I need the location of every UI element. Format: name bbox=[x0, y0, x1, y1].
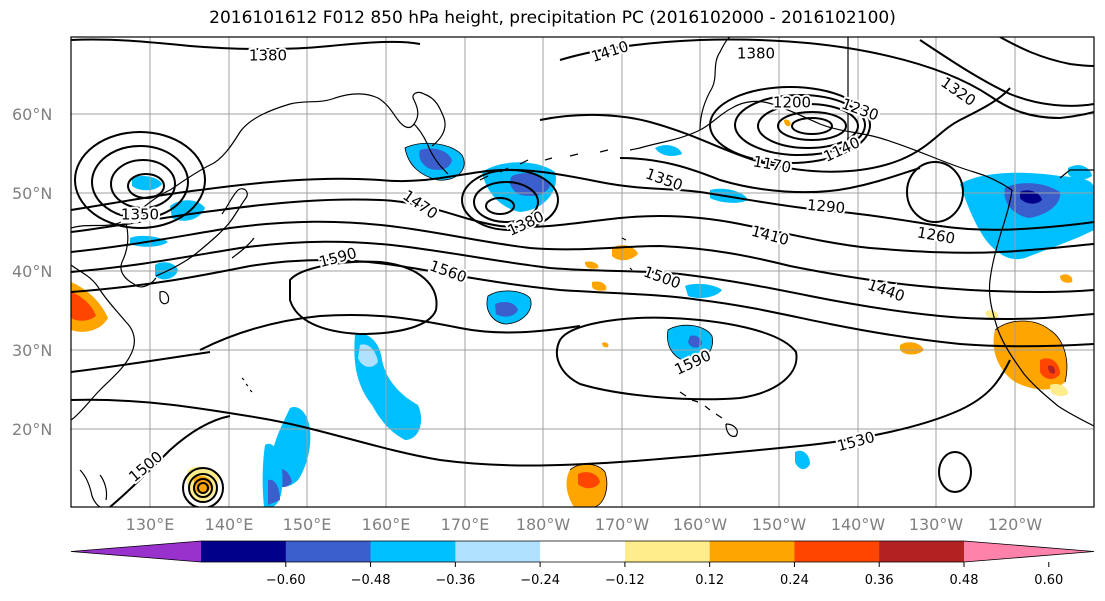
colorbar-segment bbox=[964, 541, 1094, 562]
precip-patch-nw-pacific bbox=[132, 176, 162, 191]
contour-label: 1290 bbox=[806, 196, 846, 217]
lon-label-160e: 160°E bbox=[362, 515, 411, 534]
colorbar-tick-label: −0.36 bbox=[435, 573, 475, 588]
contour-label: 1380 bbox=[121, 208, 159, 226]
colorbar-segment bbox=[794, 541, 880, 562]
colorbar-segment bbox=[71, 541, 201, 562]
colorbar-segment bbox=[709, 541, 795, 562]
colorbar-tick-label: −0.24 bbox=[520, 573, 560, 588]
precip-patch-dateline-pos bbox=[612, 245, 638, 261]
colorbar-tick-label: 0.12 bbox=[695, 573, 724, 588]
colorbar-tick-label: 0.36 bbox=[865, 573, 894, 588]
precip-patch-bc-pos bbox=[1060, 274, 1073, 283]
lon-label-170e: 170°E bbox=[441, 515, 490, 534]
colorbar-segment bbox=[370, 541, 456, 562]
colorbar-tick-label: −0.12 bbox=[605, 573, 645, 588]
lat-label-50n: 50°N bbox=[12, 184, 52, 203]
precip-patch-gulf-pos bbox=[985, 310, 999, 319]
colorbar-segment bbox=[201, 541, 287, 562]
contour-label: 1350 bbox=[121, 206, 159, 224]
colorbar-segment bbox=[540, 541, 626, 562]
colorbar-segment bbox=[285, 541, 372, 562]
lat-label-20n: 20°N bbox=[12, 420, 52, 439]
precip-patch-bc-coast-dark bbox=[1020, 190, 1042, 204]
lon-label-150e: 150°E bbox=[283, 515, 332, 534]
lon-label-140w: 140°W bbox=[831, 515, 886, 534]
colorbar-segment bbox=[879, 541, 965, 562]
precip-outlines bbox=[404, 142, 1068, 507]
precip-patch-west-core bbox=[71, 292, 96, 321]
height-contours bbox=[71, 37, 1094, 507]
precip-patch-baja-dark bbox=[1048, 365, 1056, 374]
lat-label-30n: 30°N bbox=[12, 341, 52, 360]
precip-patch-central-core bbox=[495, 302, 518, 317]
lon-label-170w: 170°W bbox=[595, 515, 650, 534]
contour-label: 1380 bbox=[249, 47, 287, 65]
precipitation-shading bbox=[71, 119, 1094, 507]
lon-label-150w: 150°W bbox=[752, 515, 807, 534]
precip-patch-south-3-core bbox=[268, 479, 280, 505]
precip-patch-alaska-small bbox=[1068, 165, 1092, 180]
latitude-labels: 60°N 50°N 40°N 30°N 20°N bbox=[12, 105, 52, 439]
precip-patch-kuril-core bbox=[510, 173, 550, 196]
precip-patch-pacific-pos-2 bbox=[585, 261, 599, 269]
colorbar-segment bbox=[624, 541, 711, 562]
colorbar-segment bbox=[455, 541, 541, 562]
longitude-labels: 130°E 140°E 150°E 160°E 170°E 180°W 170°… bbox=[126, 515, 1043, 534]
map-frame bbox=[70, 36, 1095, 508]
colorbar-tick-label: 0.60 bbox=[1034, 573, 1063, 588]
precip-patch-gulf-alaska-2 bbox=[655, 145, 682, 156]
lon-label-160w: 160°W bbox=[673, 515, 728, 534]
colorbar: −0.60 −0.48 −0.36 −0.24 −0.12 0.12 0.24 0.36 0.4… bbox=[70, 540, 1095, 588]
lon-label-120w: 120°W bbox=[988, 515, 1043, 534]
precip-patch-dateline-pos-3 bbox=[602, 342, 609, 348]
lon-label-180w: 180°W bbox=[516, 515, 571, 534]
lat-label-40n: 40°N bbox=[12, 262, 52, 281]
lon-label-130e: 130°E bbox=[126, 515, 175, 534]
contour-label: 1380 bbox=[737, 45, 775, 63]
colorbar-outline bbox=[70, 540, 1095, 563]
colorbar-tick-label: −0.48 bbox=[351, 573, 391, 588]
precip-patch-dateline-pos-2 bbox=[592, 281, 607, 291]
colorbar-tick-label: 0.24 bbox=[780, 573, 809, 588]
precip-patch-mid-pos bbox=[784, 119, 791, 127]
lon-label-130w: 130°W bbox=[909, 515, 964, 534]
precip-patch-south-pos-core bbox=[578, 472, 600, 489]
lon-label-140e: 140°E bbox=[205, 515, 254, 534]
contour-label: 1200 bbox=[773, 94, 811, 112]
precip-patch-hawaii-south bbox=[795, 450, 810, 470]
precip-patch-dateline-east-core bbox=[688, 335, 702, 348]
colorbar-tick-label: −0.60 bbox=[266, 573, 306, 588]
colorbar-tick-label: 0.48 bbox=[950, 573, 979, 588]
precip-patch-mexico-pos bbox=[900, 342, 924, 355]
map-title: 2016101612 F012 850 hPa height, precipit… bbox=[209, 8, 896, 28]
precip-patch-hawaii-north bbox=[685, 283, 722, 298]
precip-patch-baja-light bbox=[1050, 384, 1068, 397]
lat-label-60n: 60°N bbox=[12, 105, 52, 124]
